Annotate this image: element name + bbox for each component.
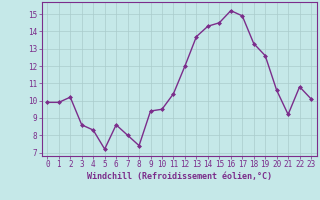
X-axis label: Windchill (Refroidissement éolien,°C): Windchill (Refroidissement éolien,°C)	[87, 172, 272, 181]
